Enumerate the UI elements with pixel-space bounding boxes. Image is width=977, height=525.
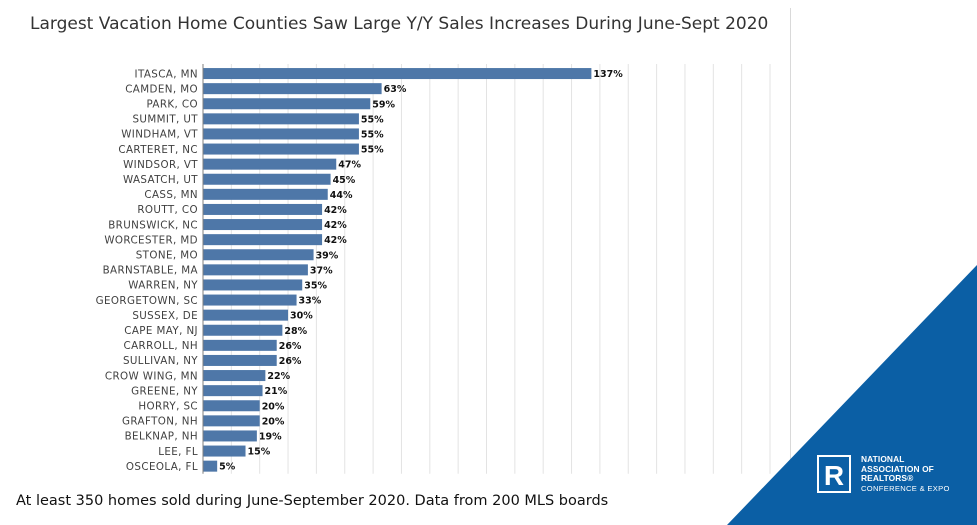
category-label: BARNSTABLE, MA [103, 265, 198, 277]
value-label: 28% [284, 326, 307, 337]
bar [203, 445, 246, 457]
bar [203, 83, 382, 95]
nar-logo: R NATIONAL ASSOCIATION OF REALTORS® CONF… [817, 454, 967, 500]
value-label: 33% [299, 296, 322, 307]
bar [203, 354, 277, 366]
category-label: BRUNSWICK, NC [108, 219, 198, 231]
bars [203, 68, 592, 472]
value-label: 55% [361, 145, 384, 156]
slide-divider-line [790, 8, 791, 494]
category-label: PARK, CO [146, 98, 198, 110]
bar [203, 385, 263, 397]
logo-line-1: NATIONAL [861, 454, 905, 464]
brand-corner-triangle [727, 265, 977, 525]
category-label: BELKNAP, NH [125, 431, 198, 443]
value-label: 35% [304, 280, 327, 291]
logo-line-4: CONFERENCE & EXPO [861, 483, 950, 493]
bar [203, 234, 323, 246]
category-label: HORRY, SC [138, 400, 198, 412]
bar [203, 430, 257, 442]
category-label: CAMDEN, MO [125, 83, 198, 95]
value-label: 15% [248, 447, 271, 458]
bar-chart: ITASCA, MN CAMDEN, MO PARK, CO SUMMIT, UT WI… [96, 64, 771, 474]
value-label: 42% [324, 235, 347, 246]
value-label: 59% [372, 99, 395, 110]
logo-mark-letter: R [824, 460, 844, 491]
logo-line-3: REALTORS® [861, 473, 914, 483]
category-label: WORCESTER, MD [104, 234, 198, 246]
bar [203, 309, 289, 321]
value-label: 137% [593, 69, 623, 80]
bar [203, 173, 331, 185]
value-label: 44% [330, 190, 353, 201]
bar [203, 460, 218, 472]
value-label: 20% [262, 416, 285, 427]
bar [203, 219, 323, 231]
category-label: STONE, MO [136, 249, 198, 261]
category-label: CAPE MAY, NJ [124, 325, 198, 337]
value-label: 22% [267, 371, 290, 382]
value-label: 47% [338, 160, 361, 171]
bar [203, 264, 308, 276]
bar [203, 415, 260, 427]
category-label: GEORGETOWN, SC [96, 295, 198, 307]
bar [203, 143, 359, 155]
value-label: 45% [333, 175, 356, 186]
category-label: ITASCA, MN [135, 68, 198, 80]
category-label: ROUTT, CO [137, 204, 198, 216]
bar [203, 98, 371, 110]
value-label: 19% [259, 431, 282, 442]
category-label: CROW WING, MN [105, 370, 198, 382]
value-labels: 137%63%59%55%55%55%47%45%44%42%42%42%39%… [219, 69, 623, 473]
chart-title: Largest Vacation Home Counties Saw Large… [30, 14, 769, 34]
category-labels: ITASCA, MN CAMDEN, MO PARK, CO SUMMIT, UT WI… [96, 68, 198, 473]
value-label: 5% [219, 462, 236, 473]
category-label: OSCEOLA, FL [126, 461, 198, 473]
bar [203, 249, 314, 261]
category-label: CASS, MN [144, 189, 198, 201]
value-label: 55% [361, 129, 384, 140]
category-label: SUSSEX, DE [132, 310, 198, 322]
category-label: WARREN, NY [128, 280, 198, 292]
value-label: 26% [279, 356, 302, 367]
bar [203, 68, 592, 80]
bar [203, 203, 323, 215]
bar [203, 339, 277, 351]
category-label: LEE, FL [158, 446, 198, 458]
category-label: SULLIVAN, NY [123, 355, 198, 367]
category-label: GRAFTON, NH [122, 416, 198, 428]
bar [203, 113, 359, 125]
value-label: 20% [262, 401, 285, 412]
value-label: 42% [324, 205, 347, 216]
bar [203, 400, 260, 412]
logo-wordmark: NATIONAL ASSOCIATION OF REALTORS® CONFER… [861, 454, 950, 493]
value-label: 30% [290, 311, 313, 322]
value-label: 42% [324, 220, 347, 231]
footnote: At least 350 homes sold during June-Sept… [16, 493, 609, 509]
value-label: 37% [310, 265, 333, 276]
bar [203, 128, 359, 140]
realtor-r-icon: R [817, 455, 851, 493]
value-label: 26% [279, 341, 302, 352]
category-label: WASATCH, UT [123, 174, 198, 186]
bar [203, 279, 303, 291]
brand-corner-shape [727, 265, 977, 525]
bar [203, 324, 283, 336]
bar [203, 188, 328, 200]
bar [203, 370, 266, 382]
bar [203, 158, 337, 170]
bar [203, 294, 297, 306]
category-label: CARTERET, NC [118, 144, 198, 156]
category-label: SUMMIT, UT [132, 114, 198, 126]
category-label: GREENE, NY [131, 385, 198, 397]
value-label: 39% [316, 250, 339, 261]
logo-line-2: ASSOCIATION OF [861, 463, 934, 474]
category-label: WINDHAM, VT [121, 129, 198, 141]
value-label: 55% [361, 114, 384, 125]
value-label: 21% [265, 386, 288, 397]
category-label: CARROLL, NH [123, 340, 198, 352]
value-label: 63% [384, 84, 407, 95]
category-label: WINDSOR, VT [123, 159, 198, 171]
